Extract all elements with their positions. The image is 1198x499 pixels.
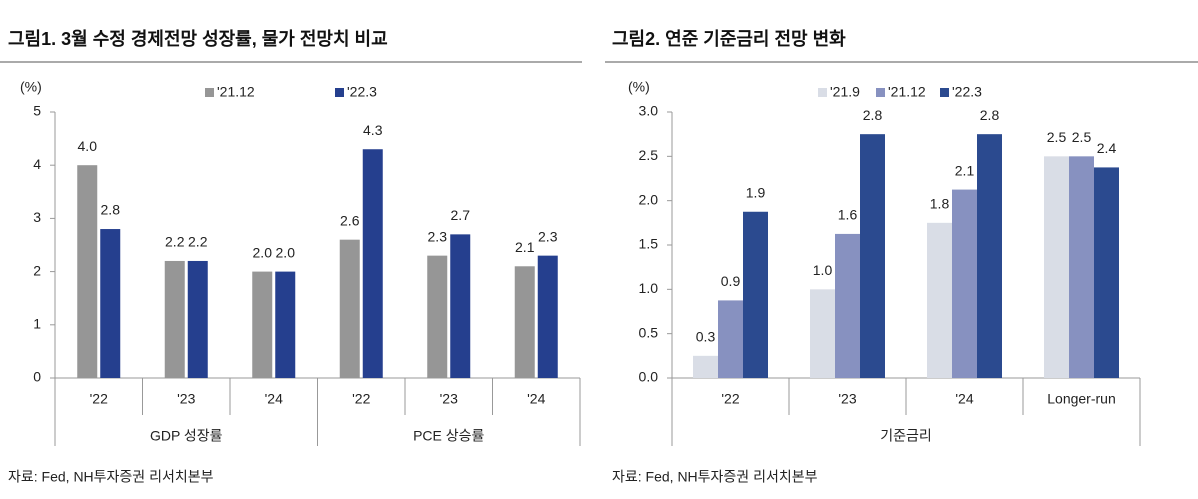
y-tick-label: 0	[33, 369, 41, 385]
bar	[450, 234, 471, 378]
bar	[252, 271, 273, 378]
bar	[977, 134, 1002, 378]
value-label: 2.1	[955, 162, 975, 178]
source-note: 자료: Fed, NH투자증권 리서치본부	[8, 469, 214, 485]
group-label: GDP 성장률	[150, 428, 223, 444]
source-note: 자료: Fed, NH투자증권 리서치본부	[612, 469, 818, 485]
value-label: 4.3	[363, 122, 383, 138]
y-tick-label: 3.0	[639, 103, 659, 119]
y-tick-label: 1.5	[639, 236, 659, 252]
bar	[537, 255, 558, 378]
y-tick-label: 5	[33, 103, 41, 119]
bar	[339, 239, 360, 378]
x-tick-label: '23	[838, 391, 856, 407]
value-label: 2.0	[253, 244, 273, 260]
legend-label: '21.12	[888, 84, 926, 100]
value-label: 2.6	[340, 212, 360, 228]
value-label: 2.1	[515, 239, 535, 255]
bar	[1094, 167, 1119, 378]
bar	[1069, 156, 1094, 378]
bar	[952, 189, 977, 378]
x-tick-label: '22	[721, 391, 739, 407]
value-label: 2.5	[1047, 129, 1067, 145]
value-label: 2.4	[1097, 140, 1117, 156]
y-unit: (%)	[20, 79, 42, 95]
value-label: 1.8	[930, 196, 950, 212]
bar	[362, 149, 383, 378]
value-label: 2.5	[1072, 129, 1092, 145]
bar	[718, 300, 743, 378]
bar	[275, 271, 296, 378]
y-tick-label: 0.5	[639, 324, 659, 340]
value-label: 2.8	[101, 202, 121, 218]
legend-label: '22.3	[347, 84, 377, 100]
legend-label: '22.3	[952, 84, 982, 100]
bar	[77, 165, 98, 378]
x-tick-label: '22	[90, 391, 108, 407]
y-tick-label: 1	[33, 316, 41, 332]
value-label: 2.8	[863, 107, 883, 123]
bar	[693, 355, 718, 378]
legend-swatch	[876, 88, 885, 97]
x-tick-label: '24	[265, 391, 283, 407]
y-tick-label: 2	[33, 262, 41, 278]
x-tick-label: '24	[527, 391, 545, 407]
x-tick-label: '22	[352, 391, 370, 407]
bar	[514, 266, 535, 378]
value-label: 2.3	[428, 228, 448, 244]
x-tick-label: '23	[440, 391, 458, 407]
value-label: 1.9	[746, 184, 766, 200]
legend-label: '21.12	[217, 84, 255, 100]
bar	[1044, 156, 1069, 378]
chart-title: 그림1. 3월 수정 경제전망 성장률, 물가 전망치 비교	[8, 29, 388, 49]
x-tick-label: '23	[177, 391, 195, 407]
value-label: 2.2	[188, 234, 208, 250]
value-label: 1.6	[838, 207, 858, 223]
bar	[187, 260, 208, 378]
value-label: 2.8	[980, 107, 1000, 123]
legend-swatch	[940, 88, 949, 97]
legend-swatch	[818, 88, 827, 97]
value-label: 4.0	[78, 138, 98, 154]
y-tick-label: 1.0	[639, 280, 659, 296]
y-tick-label: 3	[33, 209, 41, 225]
legend-swatch	[205, 88, 214, 97]
value-label: 0.9	[721, 273, 741, 289]
y-tick-label: 2.5	[639, 147, 659, 163]
value-label: 2.0	[276, 244, 296, 260]
value-label: 2.7	[451, 207, 471, 223]
bar	[810, 289, 835, 378]
value-label: 2.2	[165, 234, 185, 250]
group-label: PCE 상승률	[413, 428, 484, 444]
x-tick-label: '24	[955, 391, 973, 407]
bar	[860, 134, 885, 378]
bar	[100, 229, 121, 378]
bar	[164, 260, 185, 378]
chart-title: 그림2. 연준 기준금리 전망 변화	[612, 29, 846, 49]
bar	[743, 211, 768, 378]
legend-label: '21.9	[830, 84, 860, 100]
value-label: 2.3	[538, 228, 558, 244]
value-label: 0.3	[696, 329, 716, 345]
x-tick-label: Longer-run	[1047, 391, 1116, 407]
y-unit: (%)	[628, 79, 650, 95]
group-label: 기준금리	[880, 428, 932, 444]
bar	[427, 255, 448, 378]
y-tick-label: 0.0	[639, 369, 659, 385]
y-tick-label: 2.0	[639, 191, 659, 207]
bar	[835, 233, 860, 378]
bar	[927, 222, 952, 378]
value-label: 1.0	[813, 262, 833, 278]
y-tick-label: 4	[33, 156, 41, 172]
legend-swatch	[335, 88, 344, 97]
